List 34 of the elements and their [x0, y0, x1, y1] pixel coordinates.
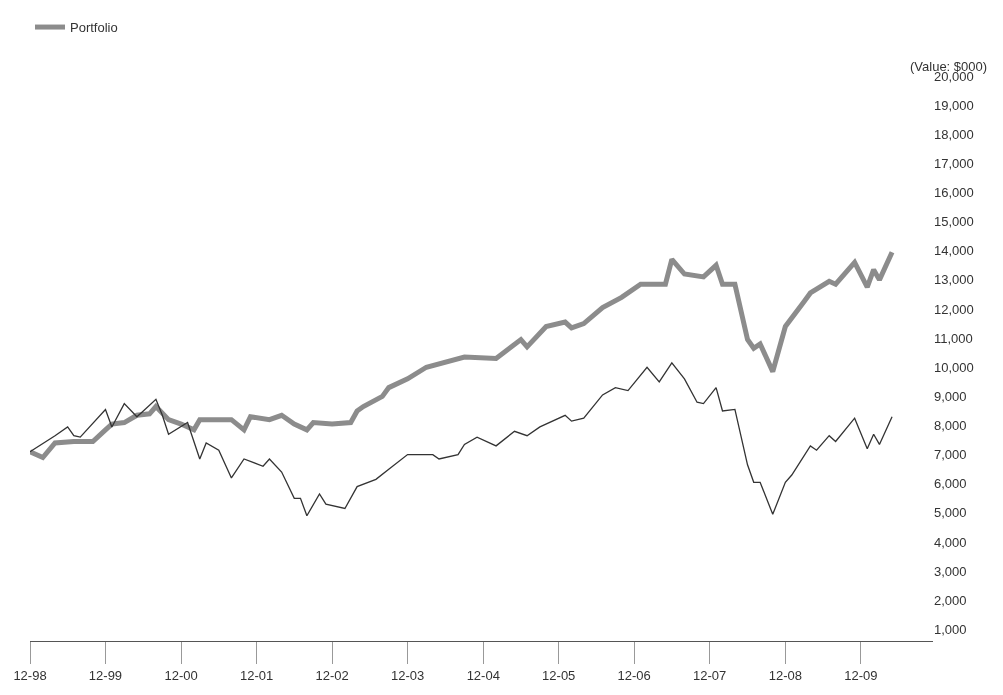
- x-tick-label: 12-06: [617, 667, 651, 683]
- y-tick-label: 14,000: [934, 243, 974, 259]
- x-tick-label: 12-09: [844, 667, 878, 683]
- y-tick-label: 18,000: [934, 126, 974, 142]
- y-tick-label: 11,000: [934, 330, 973, 346]
- y-tick-label: 10,000: [934, 359, 974, 375]
- x-tick-label: 12-02: [315, 667, 349, 683]
- y-tick-label: 12,000: [934, 301, 974, 317]
- y-tick-label: 8,000: [934, 418, 967, 434]
- line-series: [30, 362, 893, 517]
- y-tick-label: 15,000: [934, 214, 974, 230]
- y-tick-label: 5,000: [934, 505, 967, 521]
- x-tick-label: 12-98: [13, 667, 47, 683]
- y-tick-label: 17,000: [934, 155, 974, 171]
- y-tick-label: 1,000: [934, 621, 967, 637]
- y-tick-label: 9,000: [934, 388, 967, 404]
- y-tick-label: 6,000: [934, 476, 967, 492]
- x-tick-label: 12-00: [164, 667, 198, 683]
- y-tick-label: 7,000: [934, 447, 967, 463]
- y-tick-label: 4,000: [934, 534, 967, 550]
- x-tick-label: 12-07: [693, 667, 727, 683]
- x-tick-label: 12-05: [542, 667, 576, 683]
- x-tick-label: 12-03: [390, 667, 425, 683]
- x-tick-label: 12-08: [768, 667, 802, 683]
- x-tick-label: 12-01: [240, 667, 274, 683]
- legend-label: Portfolio: [70, 20, 118, 36]
- y-tick-label: 3,000: [934, 563, 967, 579]
- y-axis-title: (Value: $000): [910, 59, 988, 74]
- y-tick-label: 19,000: [934, 97, 974, 113]
- y-tick-label: 16,000: [934, 185, 974, 201]
- y-tick-label: 2,000: [934, 592, 967, 608]
- y-tick-label: 13,000: [934, 272, 974, 288]
- x-tick-label: 12-99: [88, 667, 123, 683]
- x-tick-label: 12-04: [466, 667, 500, 683]
